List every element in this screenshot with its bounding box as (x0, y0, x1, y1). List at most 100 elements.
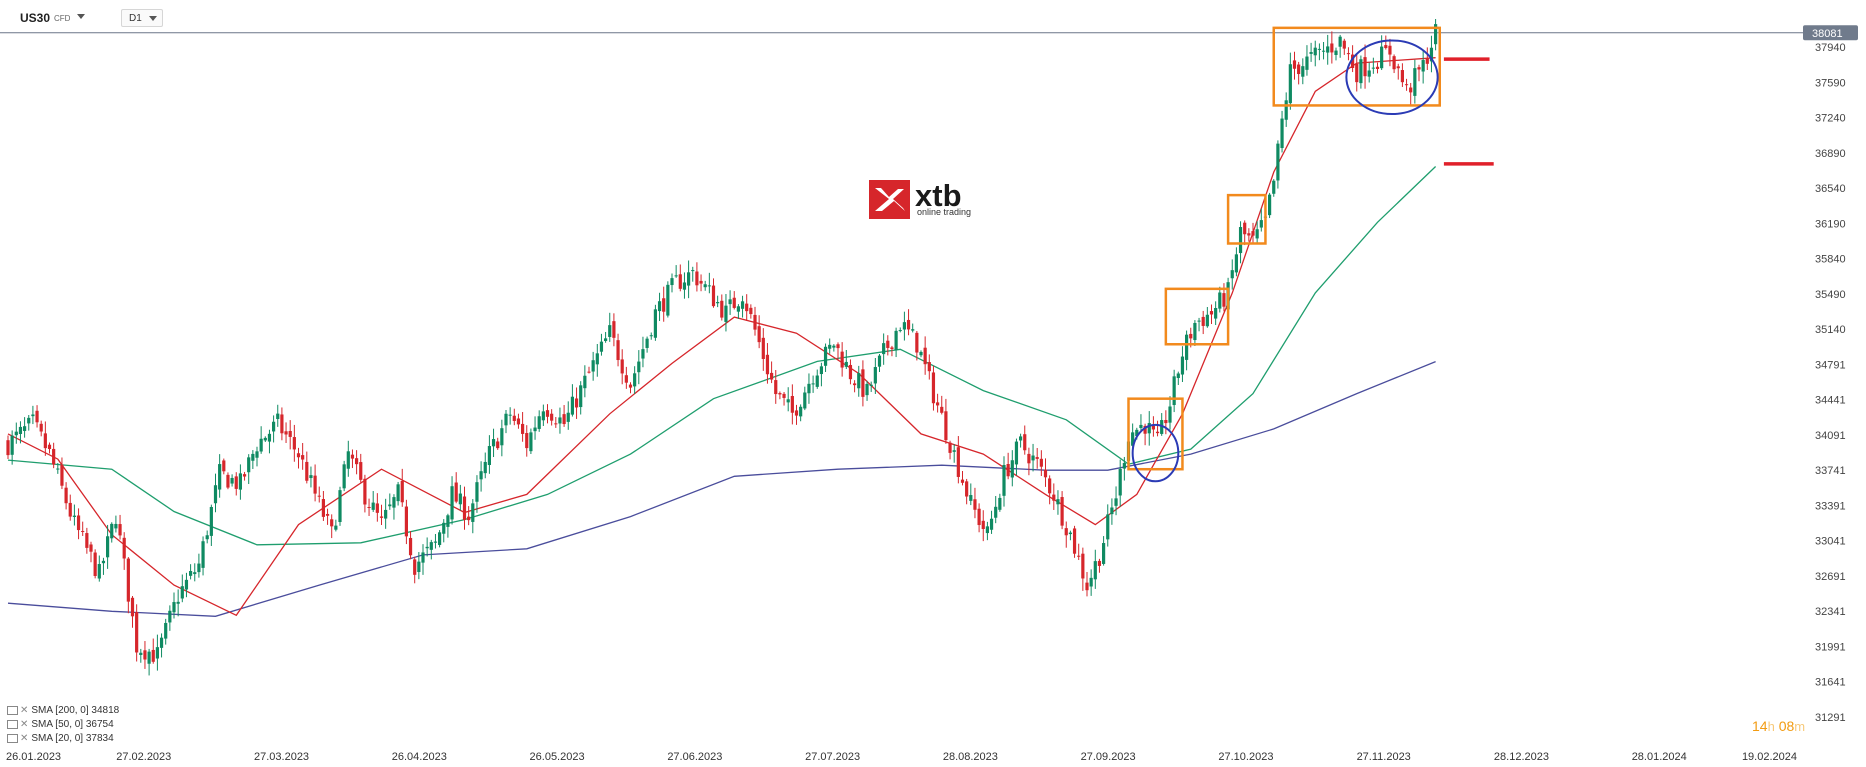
candle (940, 395, 944, 415)
y-tick-label: 36890 (1815, 148, 1846, 160)
candle (1359, 55, 1363, 89)
candle (1077, 543, 1081, 561)
legend-item-sma50[interactable]: ✕ SMA [50, 0] 36754 (7, 719, 114, 730)
candle (720, 294, 724, 321)
candle-body (525, 433, 529, 449)
candle (429, 539, 433, 560)
candle-body (1251, 231, 1255, 236)
candle (936, 393, 940, 413)
indicator-settings-icon[interactable] (7, 719, 18, 729)
symbol-name[interactable]: US30 (20, 11, 51, 25)
candle-body (475, 482, 479, 502)
legend-item-sma200[interactable]: ✕ SMA [200, 0] 34818 (7, 705, 119, 716)
candle-body (325, 513, 330, 516)
candle-body (732, 297, 736, 308)
remove-indicator-icon[interactable]: ✕ (20, 733, 29, 744)
candle-body (346, 451, 350, 469)
candle-body (973, 499, 977, 510)
remove-indicator-icon[interactable]: ✕ (20, 705, 29, 716)
y-tick-label: 34791 (1815, 359, 1846, 371)
candle (1388, 38, 1392, 67)
candle (110, 522, 114, 543)
candle (1043, 458, 1048, 487)
candle (915, 330, 919, 361)
candle-body (230, 477, 234, 484)
candle-body (500, 428, 504, 446)
candle (799, 404, 803, 422)
candle (1114, 486, 1118, 516)
candle-body (110, 523, 114, 539)
candle (699, 274, 703, 292)
candle-body (1056, 499, 1060, 505)
candle-body (1404, 84, 1409, 86)
candle (1027, 447, 1031, 476)
candle-body (1205, 314, 1209, 327)
candle-body (1417, 67, 1421, 70)
candle (1039, 450, 1043, 477)
last-price-badge: 38081 (1803, 25, 1858, 41)
symbol-dropdown-chevron-icon[interactable] (77, 14, 85, 19)
candle (1396, 63, 1400, 80)
candle (350, 449, 355, 469)
candle (168, 605, 172, 631)
candle (637, 350, 641, 385)
candle-body (222, 460, 226, 472)
candle (1168, 396, 1172, 430)
x-tick-label: 28.08.2023 (943, 751, 998, 763)
candle-body (1297, 64, 1301, 75)
candle-body (483, 461, 487, 474)
candle (193, 563, 197, 582)
candle-body (251, 453, 255, 461)
candle-body (604, 338, 608, 342)
candle-body (579, 385, 583, 408)
candle (687, 260, 691, 299)
candle-body (923, 347, 927, 365)
price-axis[interactable]: 37940 37590 37240 36890 36540 36190 35840 35490… (1815, 42, 1846, 724)
indicator-settings-icon[interactable] (7, 733, 18, 743)
time-axis[interactable]: 26.01.2023 27.02.2023 27.03.2023 26.04.2023… (6, 751, 1797, 763)
timeframe-select[interactable]: D1 (121, 9, 163, 27)
candle-body (620, 359, 624, 374)
candle-body (882, 343, 886, 355)
candle (155, 634, 159, 671)
x-tick-label: 26.05.2023 (530, 751, 585, 763)
candle-body (1392, 56, 1396, 70)
candle (865, 380, 869, 401)
candle (794, 404, 799, 425)
candle (666, 281, 670, 318)
candle (209, 504, 213, 546)
candle (483, 452, 487, 479)
y-tick-label: 34441 (1815, 395, 1846, 407)
candle-body (126, 558, 130, 602)
candle (504, 409, 508, 434)
candle (815, 369, 819, 389)
candle (226, 472, 230, 490)
candle-body (1326, 46, 1330, 53)
candle (1384, 35, 1388, 50)
candle-body (1375, 66, 1380, 70)
candle (218, 454, 222, 498)
candle (819, 362, 823, 387)
candle (213, 473, 218, 513)
remove-indicator-icon[interactable]: ✕ (20, 719, 29, 730)
candle-body (1434, 24, 1438, 45)
candle-body (1060, 497, 1064, 526)
legend-item-sma20[interactable]: ✕ SMA [20, 0] 37834 (7, 733, 114, 744)
candle-body (404, 506, 408, 537)
candle (396, 481, 400, 506)
candle-body (10, 435, 14, 455)
indicator-settings-icon[interactable] (7, 705, 18, 715)
x-tick-label: 26.01.2023 (6, 751, 61, 763)
candle-body (612, 321, 616, 338)
candle-body (1077, 555, 1081, 557)
legend-label: SMA [50, 0] 36754 (31, 719, 114, 730)
candle-body (819, 366, 823, 375)
candle (1330, 31, 1334, 64)
candle-body (1027, 453, 1031, 464)
candle-body (467, 516, 471, 521)
candle-body (1425, 58, 1429, 64)
candle (1089, 569, 1093, 596)
candle (462, 486, 467, 530)
candle-body (255, 451, 259, 458)
